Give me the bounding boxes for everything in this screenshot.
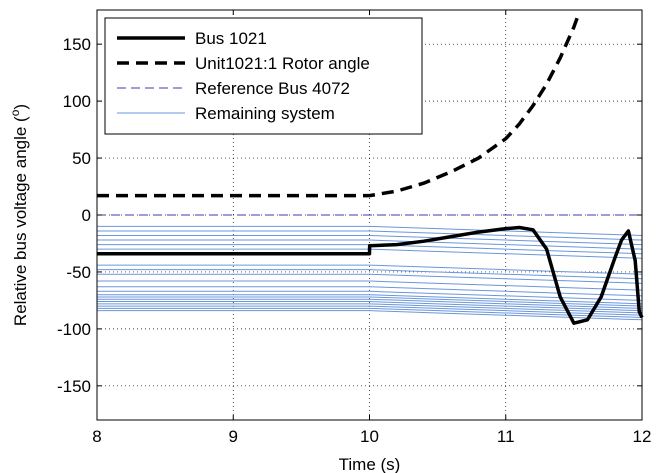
legend: Bus 1021 Unit1021:1 Rotor angle Reference … [104, 17, 423, 135]
remaining-system-line [97, 301, 643, 312]
remaining-system-line [97, 269, 643, 280]
x-tick-label: 9 [229, 427, 238, 446]
y-tick-label: -150 [57, 377, 91, 396]
remaining-system-line [97, 294, 643, 305]
remaining-system-line [97, 244, 643, 255]
x-tick-label: 11 [497, 427, 515, 446]
x-tick-label: 10 [360, 427, 379, 446]
remaining-system-line [97, 296, 643, 307]
y-tick-label: 50 [72, 149, 91, 168]
remaining-system-lines [97, 225, 643, 321]
y-axis-label-main: Relative bus voltage angle ( [11, 116, 30, 326]
y-tick-label: 150 [63, 35, 91, 54]
legend-label: Reference Bus 4072 [195, 79, 350, 98]
rotor-angle-line [97, 15, 580, 198]
bus-1021-line [97, 225, 644, 325]
y-axis-label-superscript: o [8, 109, 22, 116]
y-tick-label: 100 [63, 92, 91, 111]
remaining-system-line [97, 225, 643, 236]
y-axis-label: Relative bus voltage angle (o) [8, 104, 30, 326]
y-tick-label: 0 [82, 206, 91, 225]
ticks: 8 9 10 11 12 -150 -100 -50 0 50 100 150 [57, 10, 651, 446]
legend-label: Unit1021:1 Rotor angle [195, 54, 370, 73]
remaining-system-line [97, 280, 643, 291]
x-axis-label: Time (s) [339, 455, 401, 473]
remaining-system-line [97, 273, 643, 284]
remaining-system-line [97, 310, 643, 321]
y-axis-label-close: ) [11, 104, 30, 110]
remaining-system-line [97, 298, 643, 309]
remaining-system-line [97, 248, 643, 259]
remaining-system-line [97, 290, 643, 301]
y-tick-label: -100 [57, 320, 91, 339]
x-tick-label: 8 [92, 427, 101, 446]
remaining-system-line [97, 235, 643, 246]
remaining-system-line [97, 264, 643, 275]
remaining-system-line [97, 307, 643, 318]
legend-label: Remaining system [195, 104, 335, 123]
remaining-system-line [97, 239, 643, 250]
remaining-system-line [97, 286, 643, 297]
legend-label: Bus 1021 [195, 29, 267, 48]
remaining-system-line [97, 303, 643, 314]
remaining-system-line [97, 305, 643, 316]
main-series-lines [97, 15, 644, 325]
x-tick-label: 12 [633, 427, 652, 446]
y-tick-label: -50 [66, 263, 91, 282]
